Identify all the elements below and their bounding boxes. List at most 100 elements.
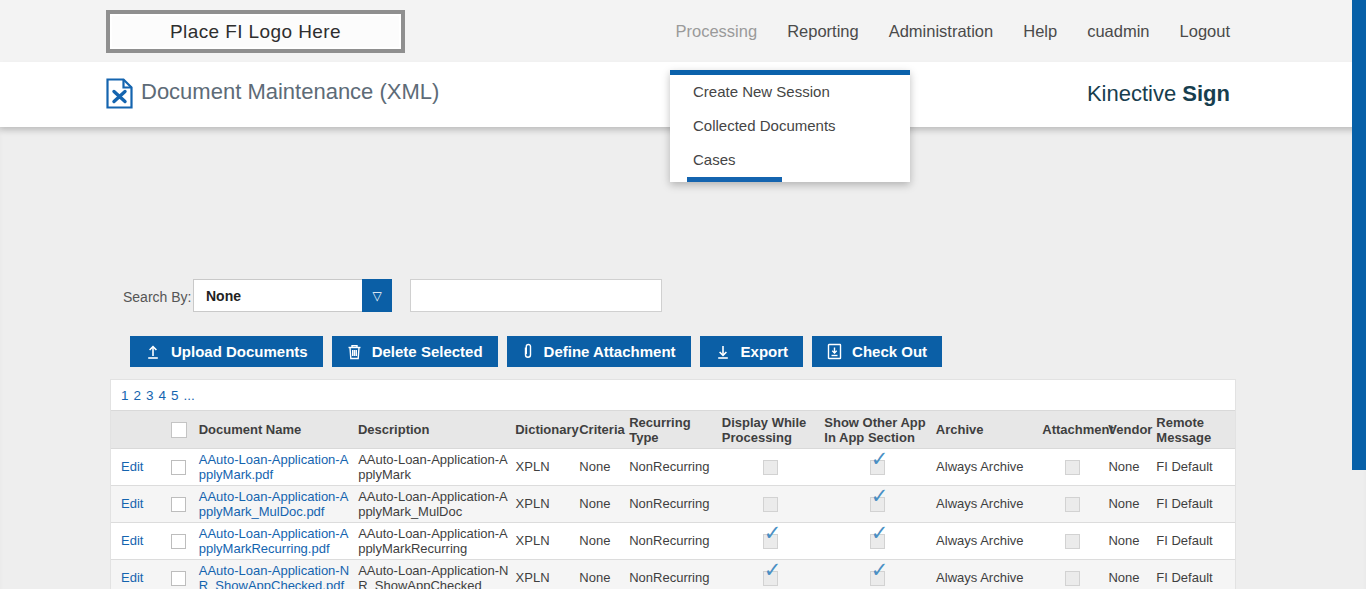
fi-logo-placeholder: Place FI Logo Here	[106, 10, 405, 53]
attachment-checkbox[interactable]	[1065, 497, 1080, 512]
brand-logo: Kinective Sign	[1087, 81, 1230, 107]
pagination: 1 2 3 4 5 ...	[111, 380, 1235, 410]
remote-message-cell: FI Default	[1156, 533, 1235, 549]
row-select-checkbox[interactable]	[171, 534, 186, 549]
nav-item[interactable]: Logout	[1180, 22, 1230, 41]
chevron-down-icon[interactable]: ▽	[362, 279, 392, 312]
column-header: Display While Processing	[722, 415, 825, 445]
attachment-checkbox[interactable]	[1065, 460, 1080, 475]
checkout-icon	[827, 343, 842, 360]
nav-item[interactable]: Help	[1023, 22, 1057, 41]
vendor-cell: None	[1108, 570, 1156, 586]
dictionary-cell: XPLN	[516, 570, 580, 586]
show-other-app-checkbox[interactable]	[870, 497, 885, 512]
toolbar-button[interactable]: Define Attachment	[507, 336, 691, 367]
display-while-processing-checkbox[interactable]	[763, 497, 778, 512]
vendor-cell: None	[1108, 533, 1156, 549]
document-name-link[interactable]: AAuto-Loan-Application-ApplyMarkRecurrin…	[199, 526, 349, 557]
document-name-cell: AAuto-Loan-Application-NR_ShowAppChecked…	[199, 563, 358, 589]
document-name-link[interactable]: AAuto-Loan-Application-NR_ShowAppChecked…	[199, 563, 349, 589]
page-link[interactable]: 2	[134, 388, 142, 403]
toolbar-button[interactable]: Export	[700, 336, 804, 367]
table-row: Edit AAuto-Loan-Application-NR_ShowAppCh…	[111, 560, 1235, 589]
table-body: Edit AAuto-Loan-Application-ApplyMark.pd…	[111, 449, 1235, 589]
document-name-link[interactable]: AAuto-Loan-Application-ApplyMark_MulDoc.…	[199, 489, 349, 520]
menu-item[interactable]: Create New Session	[670, 75, 910, 109]
table-row: Edit AAuto-Loan-Application-ApplyMark.pd…	[111, 449, 1235, 486]
edit-link[interactable]: Edit	[121, 459, 143, 474]
criteria-cell: None	[579, 570, 629, 586]
vendor-cell: None	[1108, 459, 1156, 475]
toolbar-button[interactable]: Upload Documents	[130, 336, 323, 367]
menu-item[interactable]: Collected Documents	[670, 109, 910, 143]
nav-item[interactable]: Administration	[889, 22, 994, 41]
table-row: Edit AAuto-Loan-Application-ApplyMark_Mu…	[111, 486, 1235, 523]
page-title: Document Maintenance (XML)	[141, 79, 439, 105]
recurring-type-cell: NonRecurring	[629, 570, 722, 586]
remote-message-cell: FI Default	[1156, 459, 1235, 475]
toolbar-button[interactable]: Check Out	[812, 336, 942, 367]
display-while-processing-checkbox[interactable]	[763, 571, 778, 586]
column-header: Archive	[936, 422, 1043, 437]
page-link[interactable]: 1	[121, 388, 129, 403]
column-header: Show Other App In App Section	[824, 415, 936, 445]
download-icon	[715, 344, 731, 360]
column-header: Dictionary	[515, 422, 579, 437]
brand-name: Kinective	[1087, 81, 1176, 106]
action-toolbar: Upload Documents Delete Selected Define …	[130, 336, 942, 367]
display-while-processing-checkbox[interactable]	[763, 534, 778, 549]
search-by-select[interactable]: None ▽	[193, 279, 392, 312]
attachment-checkbox[interactable]	[1065, 571, 1080, 586]
display-while-processing-checkbox[interactable]	[763, 460, 778, 475]
nav-item[interactable]: Reporting	[787, 22, 859, 41]
edit-link[interactable]: Edit	[121, 496, 143, 511]
edit-cell: Edit	[121, 533, 165, 549]
criteria-cell: None	[579, 459, 629, 475]
paperclip-icon	[522, 343, 534, 360]
row-select-checkbox[interactable]	[171, 571, 186, 586]
show-other-app-checkbox[interactable]	[870, 571, 885, 586]
dictionary-cell: XPLN	[516, 496, 580, 512]
description-cell: AAuto-Loan-Application-ApplyMarkRecurrin…	[358, 526, 515, 557]
row-select-checkbox[interactable]	[171, 497, 186, 512]
edit-cell: Edit	[121, 496, 165, 512]
dictionary-cell: XPLN	[516, 533, 580, 549]
page-link[interactable]: 4	[159, 388, 167, 403]
processing-menu: Create New Session Collected Documents C…	[670, 70, 910, 182]
edit-link[interactable]: Edit	[121, 570, 143, 585]
archive-cell: Always Archive	[936, 459, 1043, 475]
description-cell: AAuto-Loan-Application-NR_ShowAppChecked	[358, 563, 515, 589]
menu-item[interactable]: Cases	[670, 143, 910, 177]
nav-item[interactable]: cuadmin	[1087, 22, 1149, 41]
search-by-label: Search By:	[123, 289, 191, 305]
table-header-row: Document Name Description Dictionary Cri…	[111, 410, 1235, 449]
table-row: Edit AAuto-Loan-Application-ApplyMarkRec…	[111, 523, 1235, 560]
fi-logo-text: Place FI Logo Here	[170, 21, 341, 43]
dictionary-cell: XPLN	[516, 459, 580, 475]
search-input[interactable]	[410, 279, 662, 312]
recurring-type-cell: NonRecurring	[629, 496, 722, 512]
edit-link[interactable]: Edit	[121, 533, 143, 548]
active-menu-item-indicator	[687, 177, 782, 182]
nav-item[interactable]: Processing	[676, 22, 758, 41]
column-header: Remote Message	[1156, 415, 1235, 445]
attachment-checkbox[interactable]	[1065, 534, 1080, 549]
vendor-cell: None	[1108, 496, 1156, 512]
document-maintenance-icon	[106, 78, 133, 113]
top-bar: Place FI Logo Here Processing Reporting …	[0, 0, 1366, 62]
brand-suffix: Sign	[1182, 81, 1230, 106]
page-link[interactable]: 5	[171, 388, 179, 403]
row-select-checkbox[interactable]	[171, 460, 186, 475]
trash-icon	[347, 344, 362, 360]
page-link[interactable]: ...	[184, 388, 195, 403]
column-header-select	[165, 422, 199, 438]
show-other-app-checkbox[interactable]	[870, 534, 885, 549]
select-all-checkbox[interactable]	[171, 422, 187, 438]
show-other-app-checkbox[interactable]	[870, 460, 885, 475]
upload-icon	[145, 344, 161, 360]
page-link[interactable]: 3	[146, 388, 154, 403]
toolbar-button[interactable]: Delete Selected	[332, 336, 498, 367]
criteria-cell: None	[579, 533, 629, 549]
page-scrollbar-thumb[interactable]	[1352, 0, 1366, 470]
document-name-link[interactable]: AAuto-Loan-Application-ApplyMark.pdf	[199, 452, 349, 483]
